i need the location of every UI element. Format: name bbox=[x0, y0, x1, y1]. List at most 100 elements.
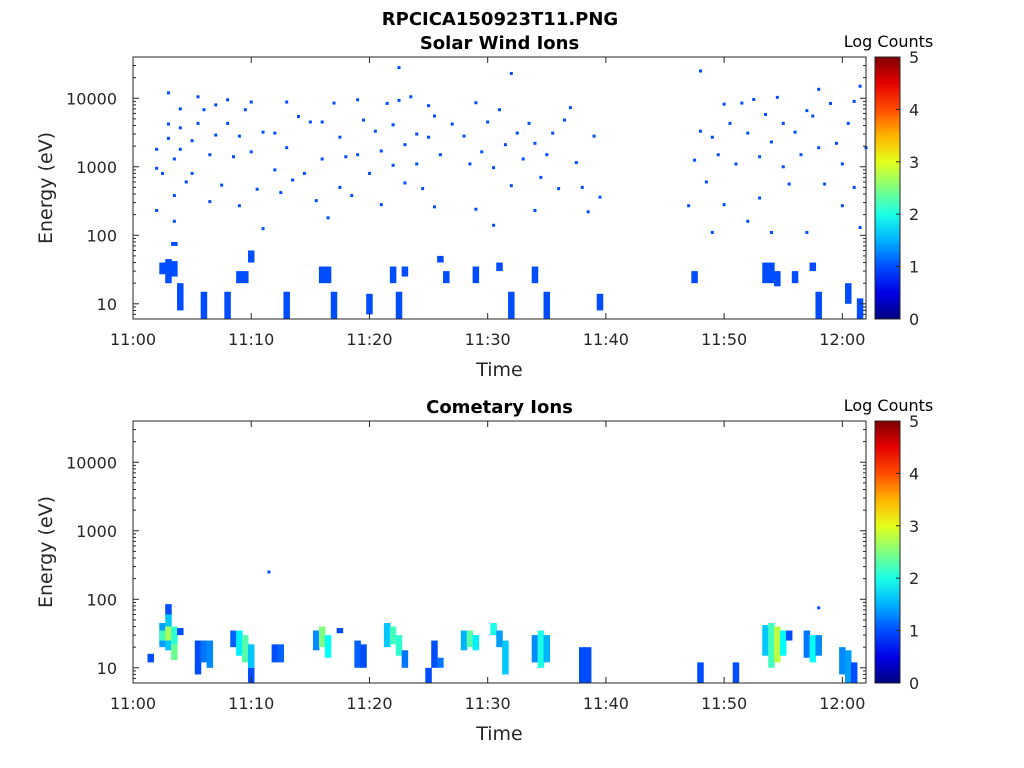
count-band bbox=[762, 262, 769, 284]
count-cell bbox=[190, 139, 194, 143]
x-axis-label: Time bbox=[475, 723, 523, 745]
count-cell bbox=[184, 180, 188, 184]
count-band bbox=[697, 662, 704, 683]
count-cell bbox=[823, 182, 827, 186]
count-cell bbox=[155, 208, 159, 212]
count-cell bbox=[190, 171, 194, 175]
count-band bbox=[324, 266, 332, 284]
count-cell bbox=[172, 219, 176, 223]
count-cell bbox=[758, 196, 762, 200]
x-tick-label: 11:50 bbox=[701, 330, 747, 349]
count-cell bbox=[208, 200, 212, 204]
x-tick-label: 12:00 bbox=[819, 694, 865, 713]
count-cell bbox=[805, 230, 809, 234]
count-band bbox=[785, 630, 793, 641]
count-band bbox=[815, 291, 822, 319]
count-cell bbox=[220, 183, 224, 187]
count-cell bbox=[391, 123, 395, 127]
count-cell bbox=[592, 134, 596, 138]
count-band bbox=[236, 271, 243, 284]
count-cell bbox=[249, 100, 253, 104]
count-cell bbox=[598, 195, 602, 199]
count-band bbox=[283, 291, 290, 319]
y-tick-label: 10000 bbox=[66, 89, 117, 108]
count-cell bbox=[178, 126, 182, 130]
count-band bbox=[809, 635, 817, 663]
count-band bbox=[271, 644, 279, 663]
count-cell bbox=[799, 153, 803, 157]
count-band bbox=[401, 650, 409, 668]
count-band bbox=[401, 266, 409, 277]
count-cell bbox=[291, 178, 295, 182]
count-band bbox=[809, 262, 817, 272]
count-cell bbox=[403, 143, 407, 147]
count-cell bbox=[172, 194, 176, 198]
panel-title: Cometary Ions bbox=[426, 397, 573, 418]
count-band bbox=[165, 259, 172, 284]
count-cell bbox=[787, 182, 791, 186]
count-cell bbox=[468, 162, 472, 166]
count-band bbox=[466, 630, 474, 648]
count-cell bbox=[249, 150, 253, 154]
count-cell bbox=[858, 225, 862, 229]
count-band bbox=[206, 640, 214, 668]
solar-wind-ions-panel: 11:00 11:10 11:20 11:30 11:40 11:50 12:0010100… bbox=[35, 32, 933, 381]
count-cell bbox=[196, 95, 200, 99]
count-cell bbox=[297, 115, 301, 119]
colorbar-label: Log Counts bbox=[844, 32, 934, 51]
y-axis-label: Energy (eV) bbox=[35, 496, 57, 608]
count-band bbox=[496, 630, 503, 648]
count-band bbox=[437, 657, 444, 668]
count-band bbox=[177, 283, 184, 311]
count-cell bbox=[255, 187, 259, 191]
count-cell bbox=[391, 163, 395, 167]
count-cell bbox=[817, 606, 821, 610]
count-cell bbox=[338, 135, 342, 139]
y-tick-label: 100 bbox=[86, 590, 117, 609]
count-band bbox=[856, 298, 864, 319]
count-cell bbox=[687, 204, 691, 208]
count-cell bbox=[533, 141, 537, 145]
y-tick-label: 10 bbox=[97, 659, 117, 678]
colorbar-tick-label: 1 bbox=[909, 258, 919, 277]
count-cell bbox=[415, 162, 419, 166]
colorbar-tick-label: 4 bbox=[909, 100, 919, 119]
count-cell bbox=[261, 130, 265, 134]
count-band bbox=[171, 644, 178, 660]
count-band bbox=[537, 630, 545, 668]
count-band bbox=[803, 630, 811, 658]
count-cell bbox=[852, 99, 856, 103]
count-cell bbox=[379, 203, 383, 207]
count-cell bbox=[409, 95, 413, 99]
count-band bbox=[584, 647, 592, 683]
count-cell bbox=[326, 216, 330, 220]
count-cell bbox=[515, 131, 519, 135]
count-band bbox=[762, 625, 769, 656]
count-band bbox=[490, 623, 497, 636]
x-tick-label: 11:10 bbox=[228, 694, 274, 713]
count-cell bbox=[734, 162, 738, 166]
count-cell bbox=[858, 84, 862, 88]
count-band bbox=[596, 293, 604, 311]
count-cell bbox=[846, 121, 850, 125]
count-cell bbox=[356, 98, 360, 102]
count-cell bbox=[764, 112, 768, 116]
count-cell bbox=[716, 153, 720, 157]
count-cell bbox=[273, 131, 277, 135]
count-cell bbox=[196, 121, 200, 125]
count-cell bbox=[746, 219, 750, 223]
count-cell bbox=[166, 122, 170, 126]
count-band bbox=[247, 667, 255, 683]
count-cell bbox=[214, 103, 218, 107]
count-cell bbox=[710, 230, 714, 234]
count-cell bbox=[563, 118, 567, 122]
count-cell bbox=[793, 130, 797, 134]
count-cell bbox=[521, 157, 525, 161]
count-band bbox=[443, 271, 450, 284]
count-band bbox=[845, 650, 852, 683]
count-cell bbox=[273, 168, 277, 172]
count-cell bbox=[367, 171, 371, 175]
count-cell bbox=[486, 120, 490, 124]
x-tick-label: 11:20 bbox=[346, 694, 392, 713]
